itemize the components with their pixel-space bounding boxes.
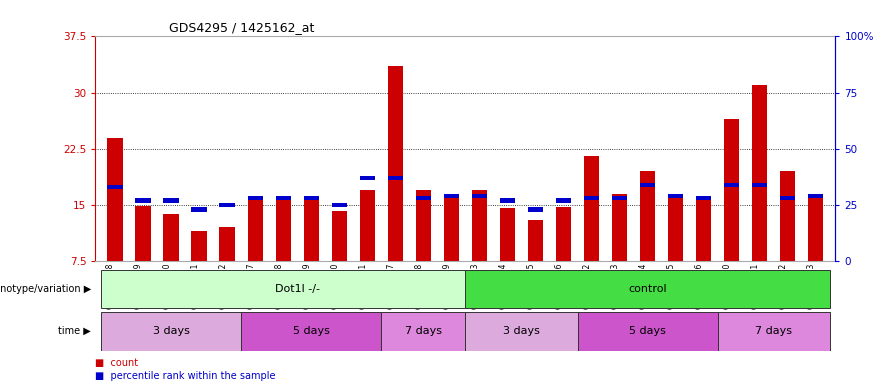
Bar: [388, 176, 403, 180]
Bar: [192, 231, 207, 261]
Bar: [107, 137, 123, 261]
Bar: [360, 176, 375, 180]
Bar: [780, 171, 796, 261]
Text: ■  count: ■ count: [95, 358, 139, 368]
Text: GDS4295 / 1425162_at: GDS4295 / 1425162_at: [170, 21, 315, 34]
Bar: [499, 208, 515, 261]
Bar: [640, 171, 655, 261]
Bar: [466, 312, 577, 351]
Bar: [241, 312, 381, 351]
Bar: [466, 270, 830, 308]
Bar: [276, 196, 291, 200]
Bar: [696, 197, 712, 261]
Bar: [135, 207, 151, 261]
Bar: [415, 196, 431, 200]
Bar: [612, 194, 628, 261]
Bar: [556, 199, 571, 202]
Bar: [696, 196, 712, 200]
Bar: [808, 194, 824, 198]
Bar: [219, 203, 235, 207]
Text: time ▶: time ▶: [58, 326, 91, 336]
Bar: [164, 199, 179, 202]
Bar: [724, 183, 739, 187]
Bar: [303, 196, 319, 200]
Bar: [668, 194, 683, 198]
Bar: [528, 207, 543, 212]
Text: ■  percentile rank within the sample: ■ percentile rank within the sample: [95, 371, 276, 381]
Bar: [303, 199, 319, 261]
Bar: [577, 312, 718, 351]
Bar: [101, 270, 493, 308]
Text: 3 days: 3 days: [153, 326, 189, 336]
Text: 3 days: 3 days: [503, 326, 540, 336]
Bar: [444, 194, 459, 261]
Text: 7 days: 7 days: [405, 326, 442, 336]
Bar: [381, 312, 466, 351]
Bar: [388, 66, 403, 261]
Bar: [528, 220, 543, 261]
Bar: [332, 203, 347, 207]
Bar: [415, 190, 431, 261]
Text: 5 days: 5 days: [629, 326, 666, 336]
Text: control: control: [629, 284, 667, 294]
Bar: [808, 197, 824, 261]
Bar: [472, 190, 487, 261]
Bar: [248, 196, 263, 261]
Bar: [499, 199, 515, 202]
Bar: [718, 312, 830, 351]
Bar: [107, 185, 123, 189]
Bar: [724, 119, 739, 261]
Text: 7 days: 7 days: [755, 326, 792, 336]
Bar: [360, 190, 375, 261]
Bar: [248, 196, 263, 200]
Bar: [752, 85, 767, 261]
Bar: [164, 214, 179, 261]
Bar: [583, 196, 599, 200]
Bar: [640, 183, 655, 187]
Text: Dot1l -/-: Dot1l -/-: [275, 284, 320, 294]
Text: 5 days: 5 days: [293, 326, 330, 336]
Bar: [668, 196, 683, 261]
Bar: [612, 196, 628, 200]
Bar: [780, 196, 796, 200]
Bar: [219, 227, 235, 261]
Bar: [444, 194, 459, 198]
Bar: [192, 207, 207, 212]
Bar: [583, 156, 599, 261]
Text: genotype/variation ▶: genotype/variation ▶: [0, 284, 91, 294]
Bar: [135, 199, 151, 202]
Bar: [472, 194, 487, 198]
Bar: [276, 199, 291, 261]
Bar: [556, 207, 571, 261]
Bar: [752, 183, 767, 187]
Bar: [332, 211, 347, 261]
Bar: [101, 312, 241, 351]
